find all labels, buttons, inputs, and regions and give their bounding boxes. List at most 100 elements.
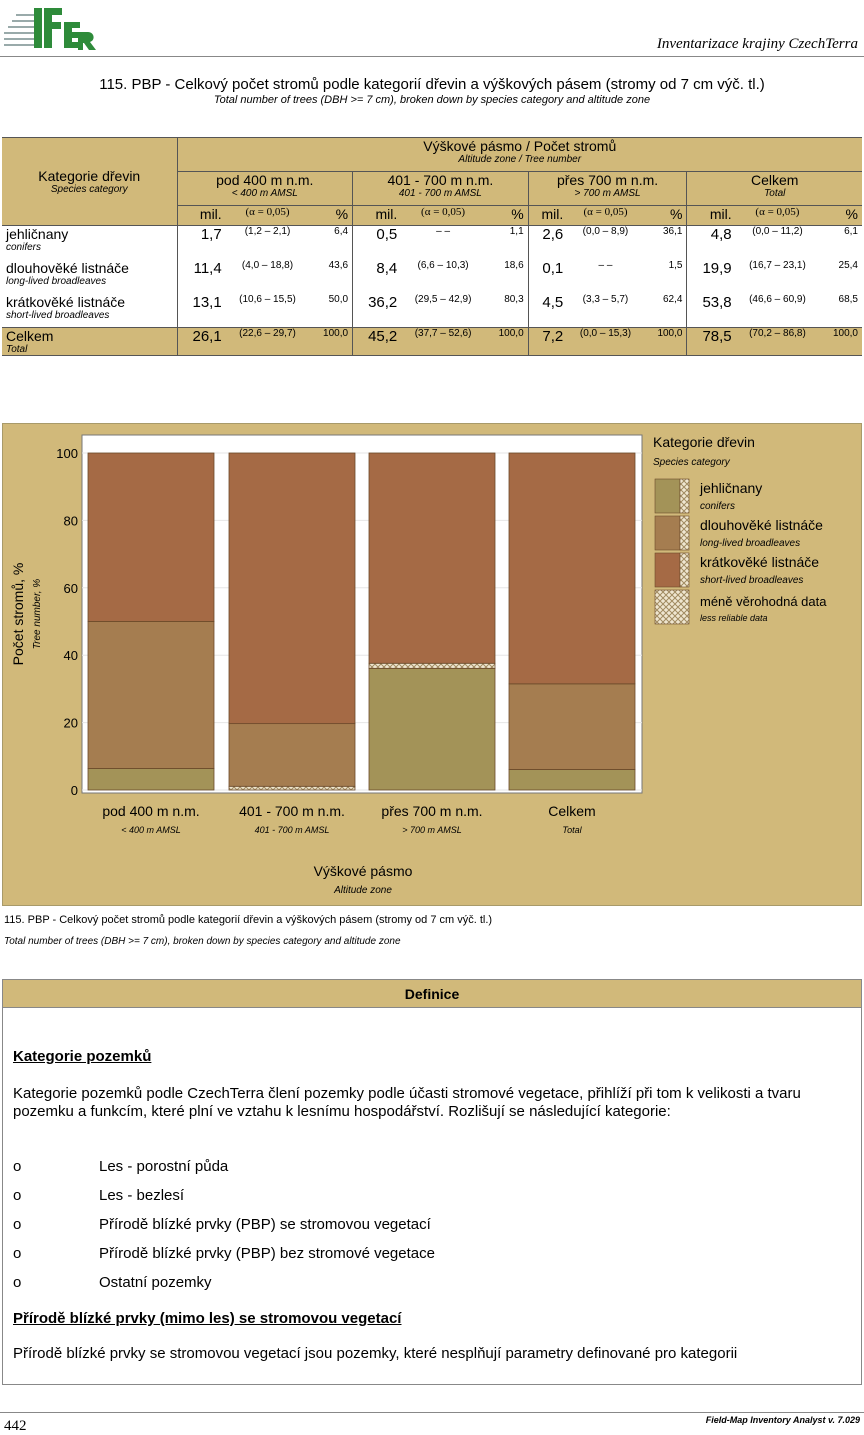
value-ci: (0,0 – 15,3) [579,328,632,339]
chart-panel: 0 20 40 60 80 100 pod 400 m n.m. < 400 m AMSL 40… [2,423,862,906]
row-label-cz: krátkověké listnáče [6,293,126,310]
legend-label-en: long-lived broadleaves [700,538,800,549]
value-ci: (4,0 – 18,8) [241,259,294,271]
legend-swatch-hatch [679,478,690,514]
footer-divider [0,1412,864,1413]
group-header-en: Altitude zone / Tree number [458,154,582,165]
bar-segment [87,621,215,769]
bar-segment [508,683,636,770]
legend-swatch [654,552,681,588]
x-tick-label-en: Total [562,825,582,835]
value-ci: – – [401,225,485,260]
x-tick-label-en: > 700 m AMSL [402,825,461,835]
value-ci: (1,2 – 2,1) [225,225,310,260]
row-label-en: short-lived broadleaves [6,309,110,321]
value-pct: 100,0 [657,328,683,339]
ci-header: (α = 0,05) [735,205,820,226]
value-pct: 1,5 [668,259,683,271]
value-ci: (10,6 – 15,5) [239,293,296,305]
legend-label-en: less reliable data [700,613,768,623]
definition-header: Definice [3,980,861,1008]
value-pct: 36,1 [643,225,687,260]
value-pct: 43,6 [328,259,349,271]
row-label-en: conifers [6,242,42,253]
value-pct: 68,5 [838,293,858,305]
value-mil: 26,1 [176,327,226,356]
list-item: o Les - porostní půda [13,1158,228,1175]
pct-header: % [484,205,529,226]
zone-label-en: 401 - 700 m AMSL [398,188,482,199]
definition-box: Definice Kategorie pozemků Kategorie poz… [2,979,862,1385]
bullet: o [13,1187,22,1204]
row-label-cz: Celkem [6,328,54,344]
list-item-text: Les - bezlesí [99,1187,185,1204]
section-heading: Kategorie pozemků [13,1048,152,1065]
value-pct: 25,4 [838,259,858,271]
list-item: o Přírodě blízké prvky (PBP) se stromovou… [13,1216,431,1233]
value-ci: (70,2 – 86,8) [749,328,806,339]
header-title: Inventarizace krajiny CzechTerra [656,36,858,52]
x-tick-label-en: < 400 m AMSL [121,825,180,835]
legend-label: krátkověké listnáče [700,554,819,570]
zone-header: 401 - 700 m n.m. 401 - 700 m AMSL [352,171,529,206]
legend-swatch [654,478,681,514]
bar-segment [368,662,496,669]
zone-label: 401 - 700 m n.m. [387,172,494,188]
value-pct: 62,4 [663,293,683,305]
value-mil: 36,2 [352,293,402,328]
zone-header: pod 400 m n.m. < 400 m AMSL [176,171,353,206]
page-subtitle: Total number of trees (DBH >= 7 cm), bro… [213,94,651,106]
value-ci: (0,0 – 8,9) [567,225,644,260]
bar-segment [228,785,356,791]
value-ci: (6,6 – 10,3) [417,259,469,271]
y-tick-label: 0 [71,783,78,798]
header-divider [0,56,864,57]
legend-swatch-less-reliable [654,589,690,625]
category-header: Kategorie dřevin Species category [2,137,177,226]
pct-header: % [819,205,862,226]
value-mil: 1,7 [176,225,226,260]
row-label: Celkem Total [2,328,177,356]
pct-header: % [643,205,687,226]
figure-caption: 115. PBP - Celkový počet stromů podle ka… [4,914,493,926]
zone-label: přes 700 m n.m. [556,172,659,188]
row-label-en: long-lived broadleaves [6,275,107,287]
legend-label: jehličnany [699,480,762,496]
group-header: Výškové pásmo / Počet stromů Altitude zon… [176,137,862,172]
value-mil: 45,2 [352,327,402,356]
ci-header: (α = 0,05) [225,205,310,226]
list-item-text: Přírodě blízké prvky (PBP) bez stromové … [99,1245,435,1262]
legend-swatch-hatch [679,515,690,551]
value-ci: (29,5 – 42,9) [414,293,472,305]
software-credit: Field-Map Inventory Analyst v. 7.029 [705,1415,860,1425]
paragraph: Kategorie pozemků podle CzechTerra člení… [13,1085,801,1120]
zone-label-en: Total [764,188,786,199]
x-tick-label: 401 - 700 m n.m. [239,803,345,819]
list-item-text: Přírodě blízké prvky (PBP) se stromovou … [99,1216,431,1233]
x-tick-label: přes 700 m n.m. [381,803,482,819]
category-header-en: Species category [50,184,128,195]
value-pct: 18,6 [504,259,524,271]
row-label-en: Total [6,344,28,355]
bar-segment [228,723,356,787]
zone-label: pod 400 m n.m. [216,172,314,188]
bar-segment [228,452,356,725]
pct-header: % [309,205,353,226]
x-axis-title: Výškové pásmo [314,863,413,879]
bar-segment [368,667,496,791]
value-ci: (0,0 – 11,2) [735,225,820,260]
zone-label-en: < 400 m AMSL [231,188,298,199]
value-ci: (37,7 – 52,6) [414,328,472,339]
value-mil: 4,5 [527,293,568,328]
bullet: o [13,1158,22,1175]
bar-segment [87,768,215,791]
bullet: o [13,1216,22,1233]
value-mil: 0,5 [352,225,402,260]
mil-header: mil. [352,205,402,226]
value-pct: 6,4 [309,225,353,260]
value-ci: (3,3 – 5,7) [582,293,629,305]
bullet: o [13,1274,22,1291]
page-number: 442 [4,1418,27,1434]
value-pct: 1,1 [484,225,529,260]
zone-header: Celkem Total [686,171,862,206]
